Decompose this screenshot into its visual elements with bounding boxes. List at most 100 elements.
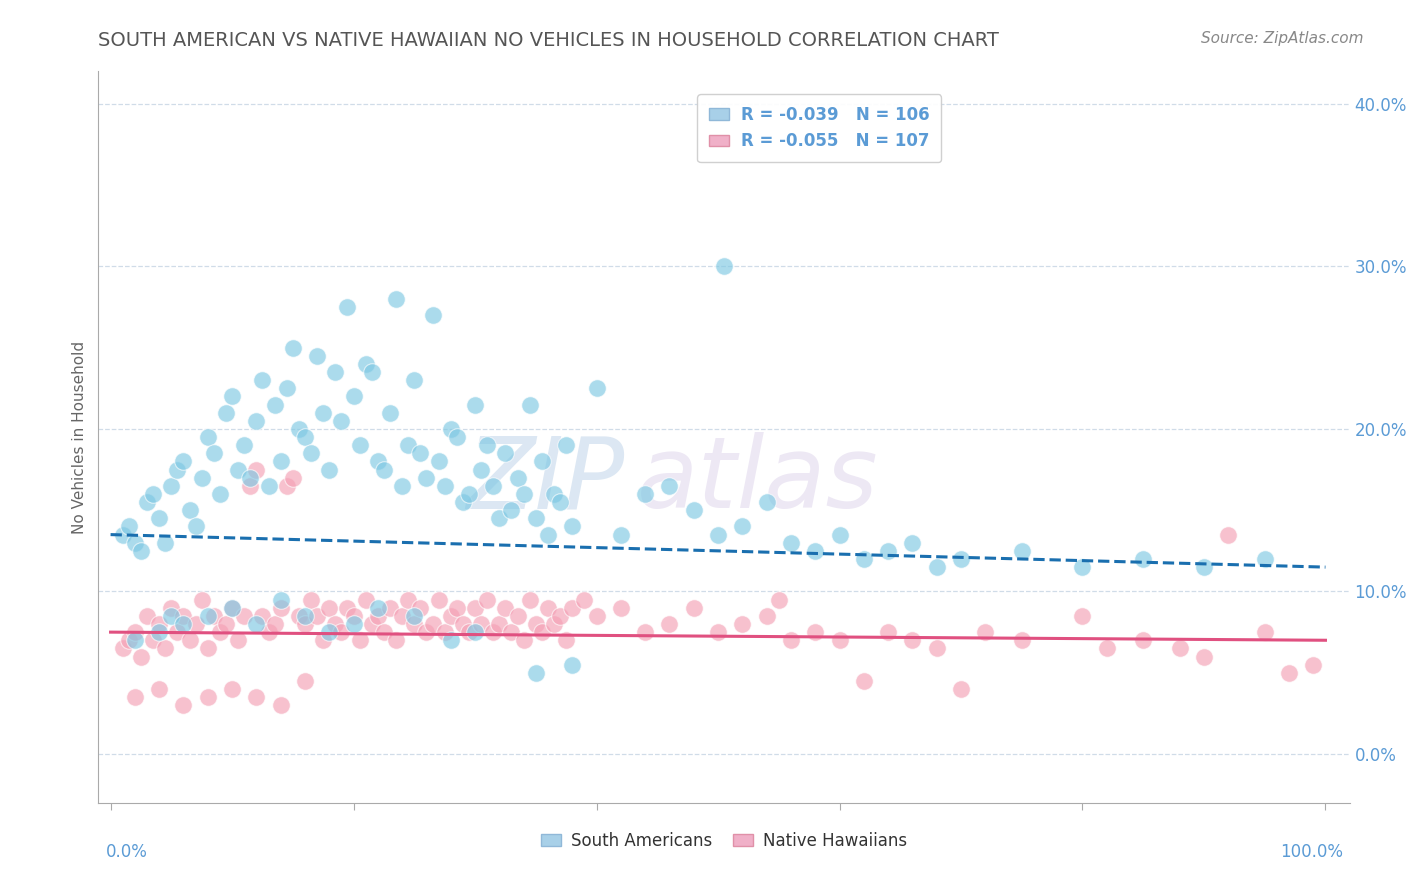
Point xyxy=(245,617,267,632)
Point xyxy=(378,600,401,615)
Point xyxy=(440,608,463,623)
Point xyxy=(610,600,633,615)
Point xyxy=(1132,552,1154,566)
Point xyxy=(299,446,322,460)
Point xyxy=(451,495,474,509)
Point xyxy=(323,365,346,379)
Point xyxy=(391,608,413,623)
Point xyxy=(634,625,657,640)
Point xyxy=(245,690,267,705)
Point xyxy=(415,471,437,485)
Point xyxy=(925,641,948,656)
Point xyxy=(1192,560,1215,574)
Point xyxy=(360,365,382,379)
Point xyxy=(294,617,316,632)
Point xyxy=(367,608,389,623)
Point xyxy=(506,608,529,623)
Point xyxy=(925,560,948,574)
Text: atlas: atlas xyxy=(637,433,879,530)
Point xyxy=(1011,633,1033,648)
Point xyxy=(446,600,468,615)
Point xyxy=(610,527,633,541)
Point xyxy=(828,527,851,541)
Point xyxy=(949,681,972,696)
Text: SOUTH AMERICAN VS NATIVE HAWAIIAN NO VEHICLES IN HOUSEHOLD CORRELATION CHART: SOUTH AMERICAN VS NATIVE HAWAIIAN NO VEH… xyxy=(98,31,1000,50)
Point xyxy=(852,552,875,566)
Point xyxy=(828,633,851,648)
Point xyxy=(270,592,292,607)
Point xyxy=(1192,649,1215,664)
Point xyxy=(160,600,183,615)
Point xyxy=(155,641,177,656)
Point xyxy=(707,527,730,541)
Point xyxy=(342,389,364,403)
Point xyxy=(221,681,243,696)
Point xyxy=(142,487,165,501)
Point xyxy=(537,527,560,541)
Point xyxy=(166,625,188,640)
Point xyxy=(1168,641,1191,656)
Point xyxy=(1132,633,1154,648)
Y-axis label: No Vehicles in Household: No Vehicles in Household xyxy=(72,341,87,533)
Point xyxy=(312,633,335,648)
Point xyxy=(574,592,596,607)
Point xyxy=(276,479,298,493)
Point xyxy=(658,617,681,632)
Point xyxy=(464,600,486,615)
Point xyxy=(561,657,583,672)
Point xyxy=(118,519,141,533)
Point xyxy=(342,617,364,632)
Point xyxy=(877,625,900,640)
Point xyxy=(270,454,292,468)
Point xyxy=(585,608,607,623)
Point xyxy=(197,430,219,444)
Point xyxy=(731,617,754,632)
Point xyxy=(524,665,547,680)
Point xyxy=(974,625,997,640)
Point xyxy=(172,617,194,632)
Point xyxy=(464,625,486,640)
Point xyxy=(561,519,583,533)
Point xyxy=(901,535,924,549)
Text: 100.0%: 100.0% xyxy=(1279,843,1343,861)
Point xyxy=(330,414,353,428)
Point xyxy=(1278,665,1301,680)
Point xyxy=(804,625,827,640)
Point xyxy=(172,698,194,713)
Point xyxy=(482,625,505,640)
Point xyxy=(543,617,565,632)
Point xyxy=(124,535,146,549)
Point xyxy=(494,600,516,615)
Point xyxy=(148,617,170,632)
Point xyxy=(409,446,432,460)
Point xyxy=(634,487,657,501)
Point xyxy=(354,592,377,607)
Point xyxy=(129,544,152,558)
Point xyxy=(179,503,201,517)
Point xyxy=(342,608,364,623)
Point xyxy=(1011,544,1033,558)
Point xyxy=(336,600,359,615)
Point xyxy=(658,479,681,493)
Point xyxy=(433,479,456,493)
Point xyxy=(555,438,578,452)
Text: Source: ZipAtlas.com: Source: ZipAtlas.com xyxy=(1201,31,1364,46)
Point xyxy=(202,608,225,623)
Point xyxy=(877,544,900,558)
Point xyxy=(124,633,146,648)
Point xyxy=(257,479,280,493)
Point xyxy=(263,398,285,412)
Point xyxy=(288,422,311,436)
Point xyxy=(360,617,382,632)
Point xyxy=(470,462,492,476)
Point xyxy=(257,625,280,640)
Point xyxy=(422,617,444,632)
Point xyxy=(148,681,170,696)
Point xyxy=(276,381,298,395)
Point xyxy=(901,633,924,648)
Point xyxy=(477,592,499,607)
Point xyxy=(270,600,292,615)
Point xyxy=(221,389,243,403)
Point xyxy=(252,608,274,623)
Point xyxy=(482,479,505,493)
